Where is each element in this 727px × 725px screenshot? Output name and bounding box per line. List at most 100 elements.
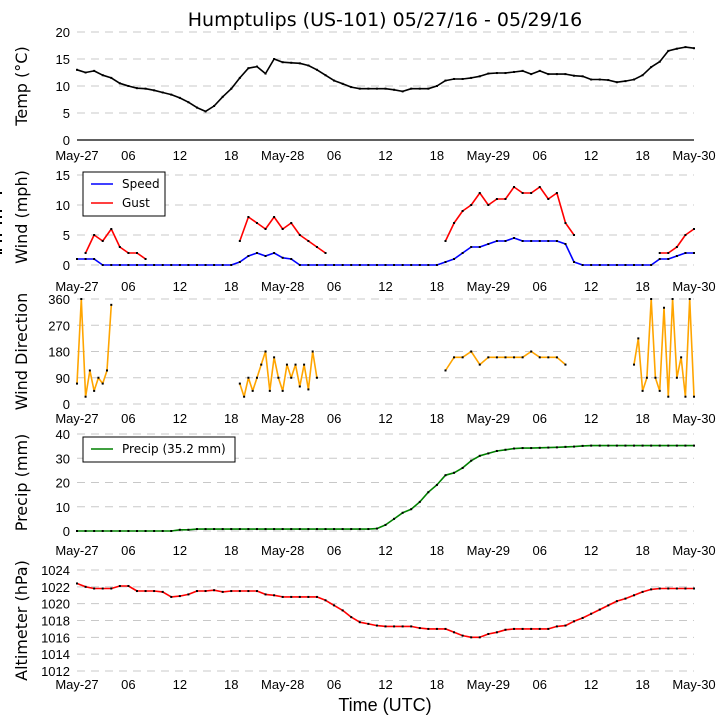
data-point: [427, 264, 430, 266]
data-point: [144, 258, 147, 260]
data-point: [453, 258, 456, 260]
data-point: [281, 61, 284, 64]
data-point: [273, 58, 276, 60]
data-point: [341, 528, 344, 531]
data-point: [135, 87, 138, 90]
data-point: [97, 376, 100, 379]
data-point: [221, 528, 224, 531]
legend-label: Speed: [122, 177, 160, 191]
data-point: [255, 590, 258, 593]
data-point: [375, 87, 378, 90]
data-point: [641, 389, 644, 392]
data-point: [93, 234, 96, 236]
data-point: [144, 530, 147, 532]
data-point: [273, 216, 276, 218]
data-point: [418, 87, 421, 90]
data-point: [0, 222, 2, 224]
series-direction: [76, 298, 695, 398]
data-point: [294, 363, 297, 366]
x-tick-label: 06: [327, 279, 341, 294]
data-point: [401, 90, 404, 93]
x-tick-label: 18: [224, 411, 238, 426]
x-tick-label: 06: [533, 279, 547, 294]
data-point: [350, 528, 353, 531]
data-point: [410, 508, 413, 511]
x-tick-label: 18: [430, 543, 444, 558]
data-point: [101, 587, 104, 590]
data-point: [435, 483, 438, 486]
x-tick-label: 12: [173, 677, 187, 692]
data-point: [76, 258, 78, 260]
data-point: [307, 388, 310, 391]
x-tick-label: May-27: [55, 677, 98, 692]
data-point: [667, 49, 670, 52]
data-point: [427, 627, 430, 630]
y-tick-label: 1024: [41, 563, 70, 578]
x-tick-label: May-30: [672, 279, 715, 294]
data-point: [530, 627, 533, 630]
data-point: [470, 350, 473, 353]
x-tick-label: 06: [121, 148, 135, 163]
data-point: [615, 600, 618, 603]
x-tick-label: 06: [327, 148, 341, 163]
data-point: [658, 587, 661, 590]
data-point: [693, 252, 695, 254]
data-point: [273, 356, 276, 359]
x-tick-label: 12: [584, 148, 598, 163]
data-point: [513, 627, 516, 630]
data-point: [375, 624, 378, 627]
data-point: [135, 530, 138, 532]
x-tick-label: May-27: [55, 148, 98, 163]
data-point: [590, 612, 593, 615]
data-point: [410, 264, 413, 266]
data-point: [615, 264, 618, 266]
data-point: [178, 96, 181, 99]
data-point: [393, 88, 396, 91]
data-point: [255, 222, 258, 224]
data-point: [195, 590, 198, 593]
data-point: [573, 261, 576, 263]
data-point: [671, 298, 674, 300]
data-point: [495, 198, 498, 200]
series-line: [633, 298, 695, 398]
data-point: [350, 616, 353, 619]
data-point: [281, 595, 284, 598]
data-point: [238, 528, 241, 531]
data-point: [444, 79, 447, 82]
x-tick-label: May-29: [467, 279, 510, 294]
data-point: [144, 87, 147, 90]
data-point: [478, 192, 481, 194]
data-point: [675, 246, 678, 248]
data-point: [684, 395, 687, 398]
data-point: [0, 192, 2, 194]
data-point: [453, 631, 456, 634]
data-point: [187, 528, 190, 531]
data-point: [281, 228, 284, 230]
data-point: [581, 75, 584, 78]
panel-precip: 0 10 20 30 40 May-27 06 12 18 May-28 06 12 18 May-29 0…: [12, 427, 716, 558]
series-line: [444, 350, 567, 371]
data-point: [290, 376, 293, 379]
data-point: [315, 528, 318, 531]
data-point: [693, 228, 695, 230]
data-point: [650, 264, 653, 266]
data-point: [273, 252, 276, 254]
data-point: [564, 445, 567, 448]
y-tick-label: 0: [63, 524, 70, 539]
data-point: [84, 395, 87, 398]
data-point: [504, 356, 507, 359]
data-point: [80, 298, 83, 300]
data-point: [641, 444, 644, 447]
series-line: [77, 237, 694, 266]
data-point: [161, 530, 164, 532]
legend-box: [82, 436, 236, 463]
data-point: [153, 590, 156, 593]
x-tick-label: May-28: [261, 677, 304, 692]
x-tick-label: 06: [121, 279, 135, 294]
data-point: [255, 376, 258, 379]
data-point: [410, 87, 413, 90]
data-point: [230, 87, 233, 90]
data-point: [93, 258, 96, 260]
y-tick-label: 270: [48, 318, 70, 333]
data-point: [367, 264, 370, 266]
